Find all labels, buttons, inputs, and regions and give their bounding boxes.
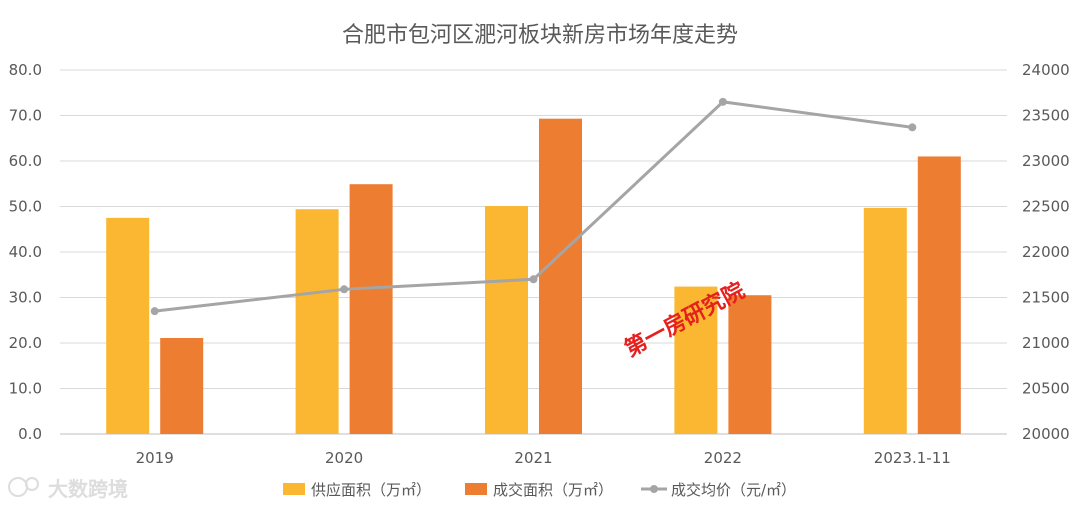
avg-price-point (908, 123, 917, 132)
logo-icon (8, 477, 28, 497)
x-tick-label: 2022 (704, 449, 742, 467)
x-tick-label: 2019 (136, 449, 174, 467)
logo-icon-small (25, 477, 39, 491)
x-tick-label: 2023.1-11 (874, 449, 951, 467)
x-tick-label: 2020 (325, 449, 363, 467)
deal-area-bar (728, 295, 772, 434)
right-tick-label: 20500 (1022, 380, 1070, 398)
supply-area-bar (485, 206, 528, 434)
legend-swatch (283, 483, 305, 495)
grid-lines (60, 69, 1007, 435)
left-tick-label: 50.0 (9, 198, 42, 216)
legend-swatch (465, 483, 487, 495)
deal-area-bar (539, 118, 582, 434)
avg-price-point (529, 275, 538, 284)
x-axis-ticks: 2019 2020 2021 2022 2023.1-11 (136, 449, 951, 467)
left-tick-label: 80.0 (9, 61, 42, 79)
right-tick-label: 22500 (1022, 198, 1070, 216)
left-tick-label: 40.0 (9, 243, 42, 261)
legend-label: 成交均价（元/㎡） (671, 481, 796, 499)
left-tick-label: 30.0 (9, 289, 42, 307)
right-tick-label: 22000 (1022, 243, 1070, 261)
legend: 供应面积（万㎡） 成交面积（万㎡） 成交均价（元/㎡） (283, 481, 796, 499)
supply-area-bar (863, 207, 907, 434)
avg-price-point (340, 285, 349, 294)
left-tick-label: 70.0 (9, 107, 42, 125)
logo-text: 大数跨境 (48, 477, 128, 501)
bars-layer (106, 118, 961, 434)
supply-area-bar (106, 217, 150, 434)
left-axis-ticks: 0.0 10.0 20.0 30.0 40.0 50.0 60.0 70.0 80.0 (9, 61, 42, 443)
line-layer (150, 97, 917, 316)
supply-area-bar (295, 209, 339, 434)
deal-area-bar (917, 156, 961, 434)
deal-area-bar (349, 184, 393, 434)
left-tick-label: 60.0 (9, 152, 42, 170)
chart-title: 合肥市包河区淝河板块新房市场年度走势 (342, 23, 738, 48)
right-tick-label: 21000 (1022, 334, 1070, 352)
avg-price-point (718, 97, 727, 106)
right-tick-label: 20000 (1022, 425, 1070, 443)
legend-label: 成交面积（万㎡） (493, 481, 613, 499)
right-axis-ticks: 20000 20500 21000 21500 22000 22500 23000 23500… (1022, 61, 1070, 443)
left-tick-label: 0.0 (18, 425, 42, 443)
supply-area-bar (674, 286, 718, 434)
legend-swatch-marker (650, 485, 658, 493)
right-tick-label: 21500 (1022, 289, 1070, 307)
avg-price-point (150, 307, 159, 316)
x-tick-label: 2021 (514, 449, 552, 467)
right-tick-label: 24000 (1022, 61, 1070, 79)
right-tick-label: 23500 (1022, 107, 1070, 125)
left-tick-label: 10.0 (9, 380, 42, 398)
deal-area-bar (160, 337, 204, 434)
left-tick-label: 20.0 (9, 334, 42, 352)
legend-label: 供应面积（万㎡） (311, 481, 431, 499)
logo: 大数跨境 (8, 477, 128, 501)
right-tick-label: 23000 (1022, 152, 1070, 170)
